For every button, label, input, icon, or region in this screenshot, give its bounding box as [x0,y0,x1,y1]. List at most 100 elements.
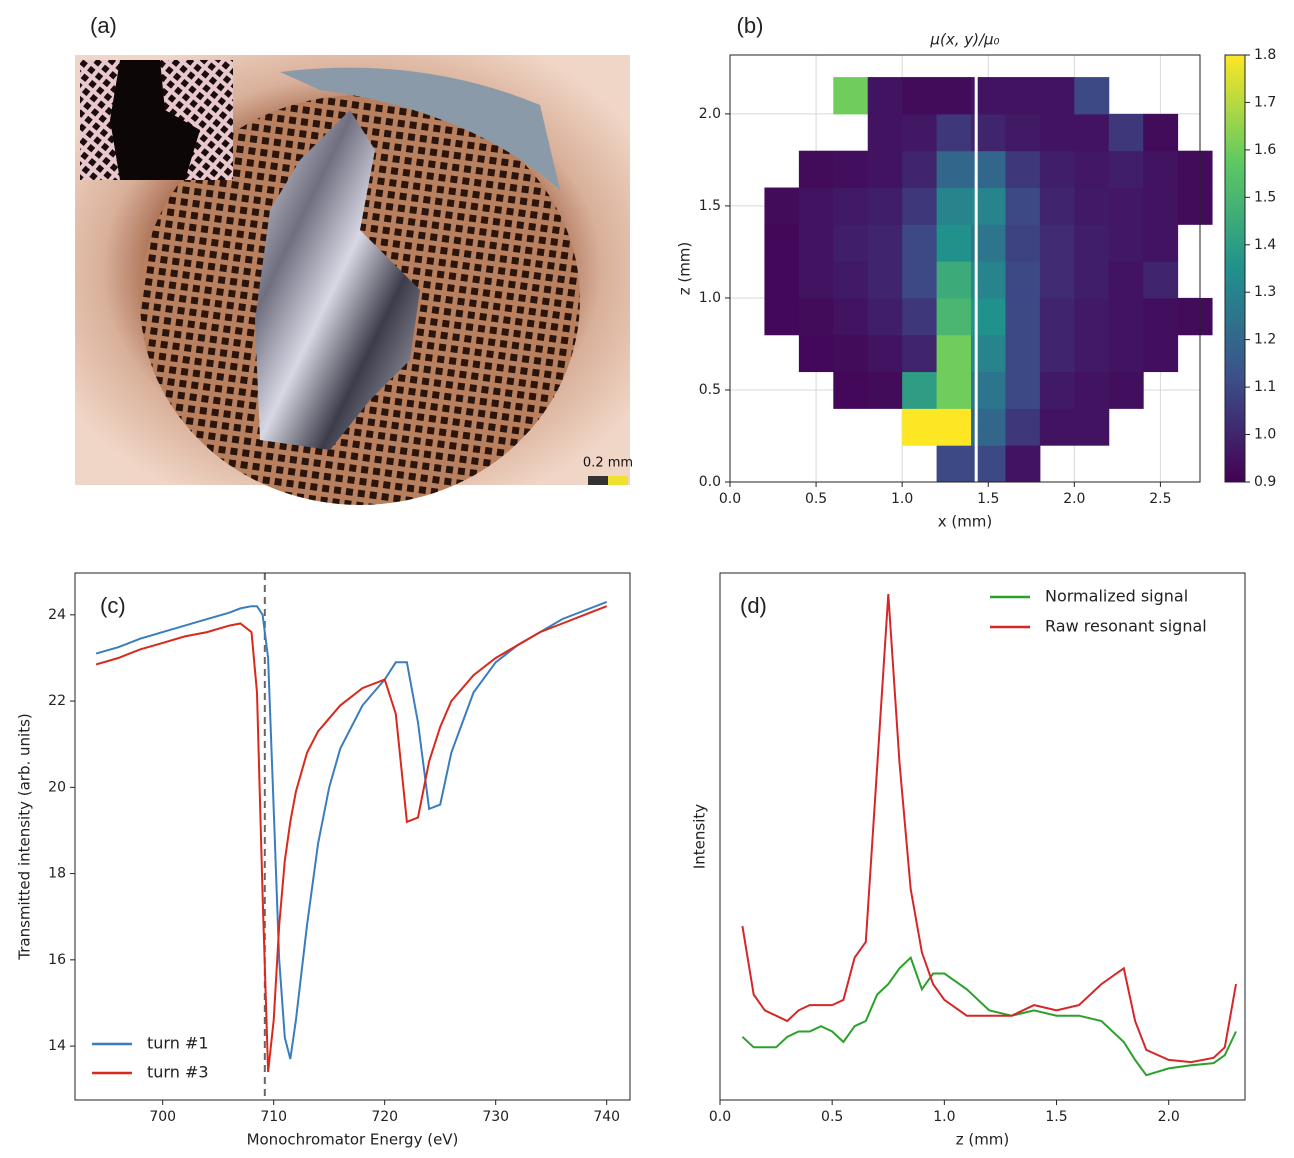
heat-cell [1040,224,1075,261]
heat-cell [1074,261,1109,298]
heat-cell [1040,151,1075,188]
heat-cell [902,261,937,298]
heat-cell [833,151,868,188]
x-tick-label: 2.0 [1063,491,1085,507]
heat-cell [1178,298,1213,335]
heat-cell [902,224,937,261]
heat-cell [1178,151,1213,188]
heat-cell [1074,77,1109,114]
x-tick-label: 700 [149,1109,176,1125]
heat-cell [937,335,972,372]
heat-cell [833,335,868,372]
heat-cell [833,261,868,298]
colorbar-tick-label: 1.7 [1254,94,1276,110]
colorbar-tick-label: 1.0 [1254,427,1276,443]
legend-label: Raw resonant signal [1045,617,1207,636]
heat-cell [1074,298,1109,335]
heat-cell [1074,151,1109,188]
heat-cell [937,188,972,225]
x-tick-label: 1.0 [891,491,913,507]
heat-cell [937,261,972,298]
y-tick-label: 1.5 [699,198,721,214]
heat-cell [1143,224,1178,261]
colorbar-tick-label: 1.2 [1254,332,1276,348]
heat-cell [1143,188,1178,225]
plot-frame [720,573,1245,1100]
heat-cell [1040,335,1075,372]
heat-cell [799,224,834,261]
heat-cell [1040,261,1075,298]
colorbar-tick-label: 0.9 [1254,474,1276,490]
heat-cell [1143,114,1178,151]
y-tick-label: 20 [48,779,66,795]
heat-cell [799,151,834,188]
x-tick-label: 2.0 [1158,1109,1180,1125]
heat-cell [1143,151,1178,188]
heat-cell [1005,445,1040,482]
heat-cell [868,77,903,114]
heat-cell [1040,77,1075,114]
heat-cell [937,372,972,409]
heat-cell [868,188,903,225]
x-tick-label: 740 [593,1109,620,1125]
heat-cell [902,188,937,225]
colorbar-tick-label: 1.4 [1254,237,1276,253]
colorbar-tick-label: 1.8 [1254,47,1276,63]
heat-cell [1074,188,1109,225]
heat-cell [1074,408,1109,445]
heat-cell [1143,261,1178,298]
heat-cell [764,224,799,261]
heat-cell [1109,298,1144,335]
y-tick-label: 18 [48,866,66,882]
y-tick-label: 1.0 [699,290,721,306]
heat-cell [902,408,937,445]
heat-cell [937,408,972,445]
x-tick-label: 0.5 [805,491,827,507]
heat-cell [1109,335,1144,372]
x-tick-label: 1.5 [977,491,999,507]
heat-cell [868,335,903,372]
heat-cell [868,114,903,151]
y-tick-label: 16 [48,952,66,968]
heat-cell [937,114,972,151]
heat-cell [764,298,799,335]
panel-label: (b) [737,13,764,38]
heat-cell [1040,188,1075,225]
colorbar-tick-label: 1.1 [1254,379,1276,395]
heat-cell [868,224,903,261]
heat-cell [937,151,972,188]
heat-cell [1005,261,1040,298]
x-tick-label: 710 [260,1109,287,1125]
heat-cell [937,298,972,335]
y-tick-label: 0.0 [699,474,721,490]
colorbar [1225,55,1245,482]
heat-cell [1005,224,1040,261]
series-line [742,594,1236,1062]
heat-cell [1109,224,1144,261]
figure: (a)0.2 mm(b)μ(x, y)/μ₀0.00.51.01.52.02.5… [0,0,1294,1158]
heat-cell [764,188,799,225]
heat-cell [764,261,799,298]
heat-cell [1178,188,1213,225]
x-axis-label: x (mm) [938,513,993,531]
heat-cell [1143,298,1178,335]
heat-cell [799,188,834,225]
heat-cell [1005,335,1040,372]
panel-label: (d) [740,593,767,618]
x-axis-label: Monochromator Energy (eV) [247,1131,459,1149]
heat-cell [937,445,972,482]
heat-cell [1040,408,1075,445]
x-tick-label: 0.5 [821,1109,843,1125]
legend-label: Normalized signal [1045,587,1188,606]
heat-cell [902,298,937,335]
heat-cell [1040,114,1075,151]
colorbar-tick-label: 1.5 [1254,189,1276,205]
heat-cell [1109,188,1144,225]
heat-cell [902,151,937,188]
heat-cell [1109,261,1144,298]
heat-cell [1074,335,1109,372]
heat-cell [799,298,834,335]
heat-cell [833,188,868,225]
panel-label: (c) [100,593,126,618]
heat-cell [833,298,868,335]
